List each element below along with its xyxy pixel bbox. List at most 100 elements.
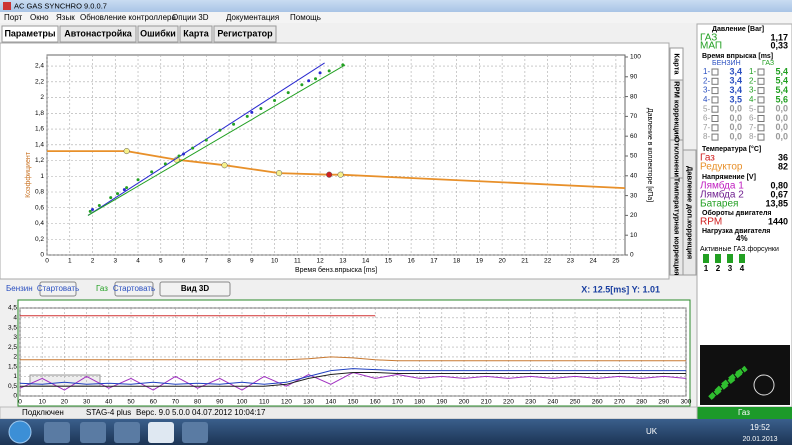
x-tick-label: 17	[430, 258, 438, 265]
menu-item: Язык	[56, 13, 75, 22]
data-point	[221, 162, 228, 169]
checkbox[interactable]	[757, 124, 765, 132]
data-point	[97, 203, 101, 207]
injector-icon	[715, 254, 721, 263]
main-panel	[0, 42, 670, 280]
checkbox[interactable]	[757, 68, 765, 76]
x-tick-label: 19	[476, 258, 484, 265]
x-tick-label: 22	[544, 258, 552, 265]
x-tick-label: 220	[503, 399, 514, 406]
x-tick-label: 20	[499, 258, 507, 265]
button[interactable]	[39, 281, 77, 297]
tab[interactable]	[179, 25, 213, 43]
injector-number: 8-	[703, 132, 710, 141]
taskbar-app[interactable]	[182, 422, 208, 443]
data-point	[122, 188, 126, 192]
x-tick-label: 270	[614, 399, 625, 406]
param-label: Газ	[700, 153, 715, 164]
y2-tick-label: 30	[630, 192, 638, 199]
injector-icon	[727, 254, 733, 263]
tab[interactable]	[137, 25, 179, 43]
param-label: Лямбда 2	[700, 189, 744, 201]
y-tick-label: 1,2	[35, 157, 44, 164]
x-tick-label: 12	[316, 258, 324, 265]
data-line	[19, 368, 686, 385]
x-tick-label: 40	[105, 399, 113, 406]
taskbar-app-active[interactable]	[148, 422, 174, 443]
y-tick-label: 3	[13, 334, 17, 341]
injector-label: 4	[740, 264, 745, 273]
y2-tick-label: 90	[630, 74, 638, 81]
taskbar-app[interactable]	[80, 422, 106, 443]
data-point	[116, 192, 120, 196]
param-label: Батарея	[700, 199, 738, 210]
checkbox[interactable]	[711, 77, 719, 85]
tab[interactable]	[59, 25, 137, 43]
button-label: Вид 3D	[181, 284, 209, 293]
data-point	[318, 71, 322, 75]
y2-axis-title: Давление в коллекторе [кПа]	[646, 108, 653, 202]
checkbox[interactable]	[757, 96, 765, 104]
param-label: МАП	[700, 41, 722, 52]
section-title: Нагрузка двигателя	[702, 228, 770, 235]
checkbox[interactable]	[757, 105, 765, 113]
side-tab[interactable]	[682, 149, 697, 276]
data-point	[109, 196, 113, 200]
checkbox[interactable]	[711, 115, 719, 122]
y2-tick-label: 60	[630, 133, 638, 140]
x-tick-label: 30	[83, 399, 91, 406]
y2-tick-label: 70	[630, 113, 638, 120]
x-tick-label: 190	[436, 399, 447, 406]
y-tick-label: 1,5	[8, 363, 17, 370]
x-tick-label: 70	[172, 399, 180, 406]
y-tick-label: 2	[40, 94, 44, 101]
cursor-readout: X: 12.5[ms] Y: 1.01	[581, 284, 660, 294]
checkbox[interactable]	[711, 96, 719, 104]
data-line	[20, 356, 686, 362]
gas-time: 0,0	[775, 122, 788, 132]
x-tick-label: 90	[216, 399, 224, 406]
tab[interactable]	[213, 25, 277, 43]
app-icon	[3, 2, 11, 10]
button[interactable]	[114, 281, 154, 297]
y-tick-label: 1,6	[35, 126, 44, 133]
tab-active[interactable]	[1, 25, 59, 43]
button[interactable]	[159, 281, 231, 297]
checkbox[interactable]	[757, 77, 765, 85]
x-tick-label: 20	[61, 399, 69, 406]
param-value: 13,85	[765, 198, 788, 208]
data-point	[245, 114, 249, 118]
checkbox[interactable]	[757, 115, 765, 122]
mode-label: Газ	[738, 408, 750, 417]
start-button[interactable]	[8, 420, 32, 444]
y-tick-label: 1,4	[35, 141, 44, 148]
taskbar-app[interactable]	[114, 422, 140, 443]
taskbar-app[interactable]	[44, 422, 70, 443]
injector-number: 1-	[703, 67, 710, 76]
checkbox[interactable]	[711, 68, 719, 76]
checkbox[interactable]	[711, 133, 719, 141]
checkbox[interactable]	[711, 87, 719, 95]
petrol-time: 3,4	[729, 85, 742, 95]
checkbox[interactable]	[757, 133, 765, 141]
section-title: Давление [Bar]	[712, 26, 764, 33]
menu-item: Обновление контроллера	[80, 13, 176, 22]
section-title: Активные ГАЗ.форсунки	[700, 246, 779, 253]
param-value: 0,80	[770, 180, 788, 190]
injector-label: 2	[716, 264, 721, 273]
checkbox[interactable]	[757, 87, 765, 95]
checkbox[interactable]	[711, 124, 719, 132]
section-title: Напряжение [V]	[702, 174, 756, 181]
x-tick-label: 100	[237, 399, 248, 406]
x-tick-label: 16	[407, 258, 415, 265]
x-tick-label: 13	[339, 258, 347, 265]
data-line	[20, 372, 686, 387]
checkbox[interactable]	[711, 105, 719, 113]
injector-number: 2-	[703, 76, 710, 85]
injector-number: 5-	[703, 104, 710, 113]
y-tick-label: 2,5	[8, 344, 17, 351]
param-label: Редуктор	[700, 162, 743, 173]
injector-label: 1	[704, 264, 709, 273]
petrol-label: Бензин	[6, 284, 33, 293]
